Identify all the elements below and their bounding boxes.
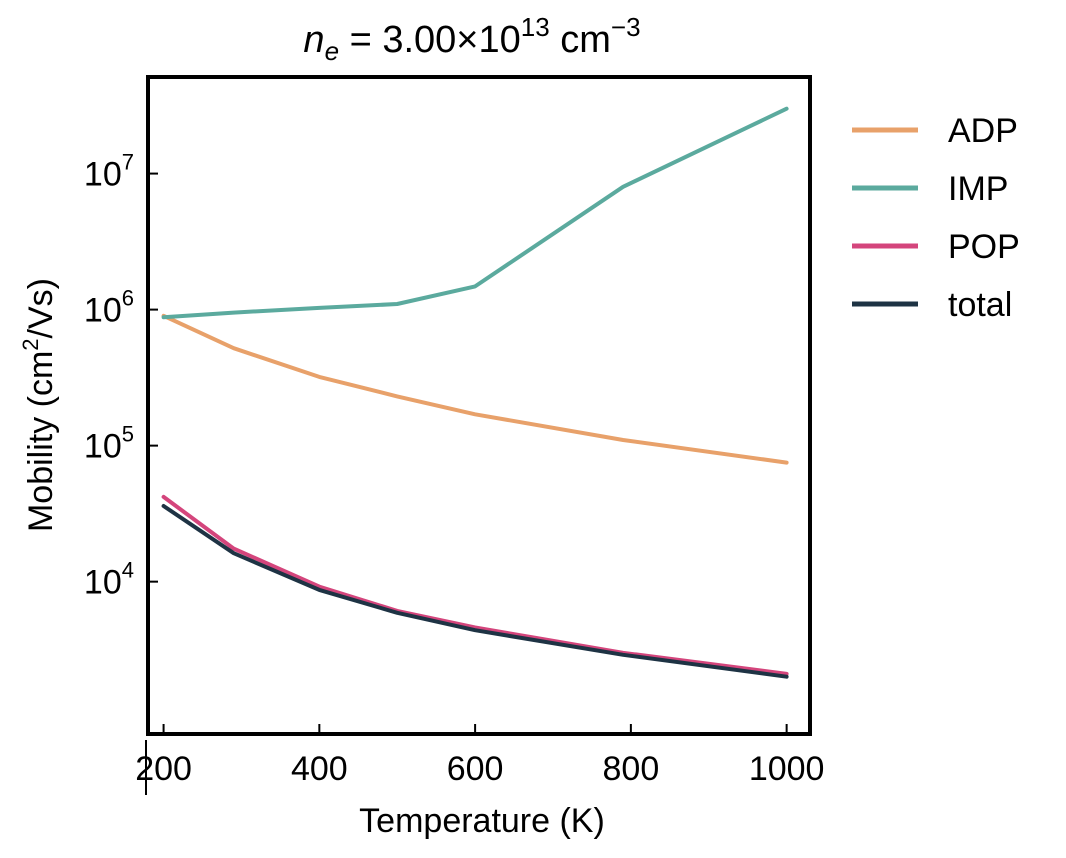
series-line-imp: [161, 106, 789, 320]
title-exponent: 13: [521, 12, 550, 42]
legend-label-pop: POP: [948, 228, 1020, 266]
x-tick-label-2: 600: [447, 750, 504, 788]
title-subscript: e: [325, 36, 339, 66]
y-tick-label-1: 105: [84, 422, 134, 466]
y-tick-label-2: 106: [84, 286, 134, 330]
y-tick-labels: 104 105 106 107: [84, 150, 134, 602]
series-line-pop: [161, 494, 789, 676]
y-tick-label-3: 107: [84, 150, 134, 194]
title-symbol: n: [303, 19, 324, 61]
series-line-adp: [161, 313, 789, 465]
legend-label-imp: IMP: [948, 170, 1008, 208]
legend: ADP IMP POP total: [852, 112, 1020, 324]
series-line-total: [161, 504, 789, 679]
legend-label-total: total: [948, 286, 1012, 324]
y-tick-label-0: 104: [84, 558, 134, 602]
plot-frame: [146, 75, 812, 736]
y-axis-title-sup: 2: [18, 338, 43, 350]
x-axis-title: Temperature (K): [359, 802, 605, 840]
y-axis-title-after: /Vs): [22, 278, 60, 338]
y-axis-title: Mobility (cm2/Vs): [18, 278, 60, 532]
x-tick-label-0: 200: [135, 750, 192, 788]
x-tick-label-1: 400: [291, 750, 348, 788]
x-tick-label-4: 1000: [749, 750, 825, 788]
title-unit-base: cm: [550, 19, 611, 61]
title-unit-exponent: −3: [611, 12, 641, 42]
x-tick-label-3: 800: [603, 750, 660, 788]
title-equals: = 3.00×10: [339, 19, 521, 61]
y-axis-title-before: Mobility (cm: [22, 351, 60, 532]
x-tick-labels: 200 400 600 800 1000: [135, 750, 824, 788]
legend-label-adp: ADP: [948, 112, 1018, 150]
chart-title: ne = 3.00×1013 cm−3: [303, 12, 640, 66]
axis-ticks: [148, 172, 788, 734]
series-lines: [161, 106, 789, 679]
